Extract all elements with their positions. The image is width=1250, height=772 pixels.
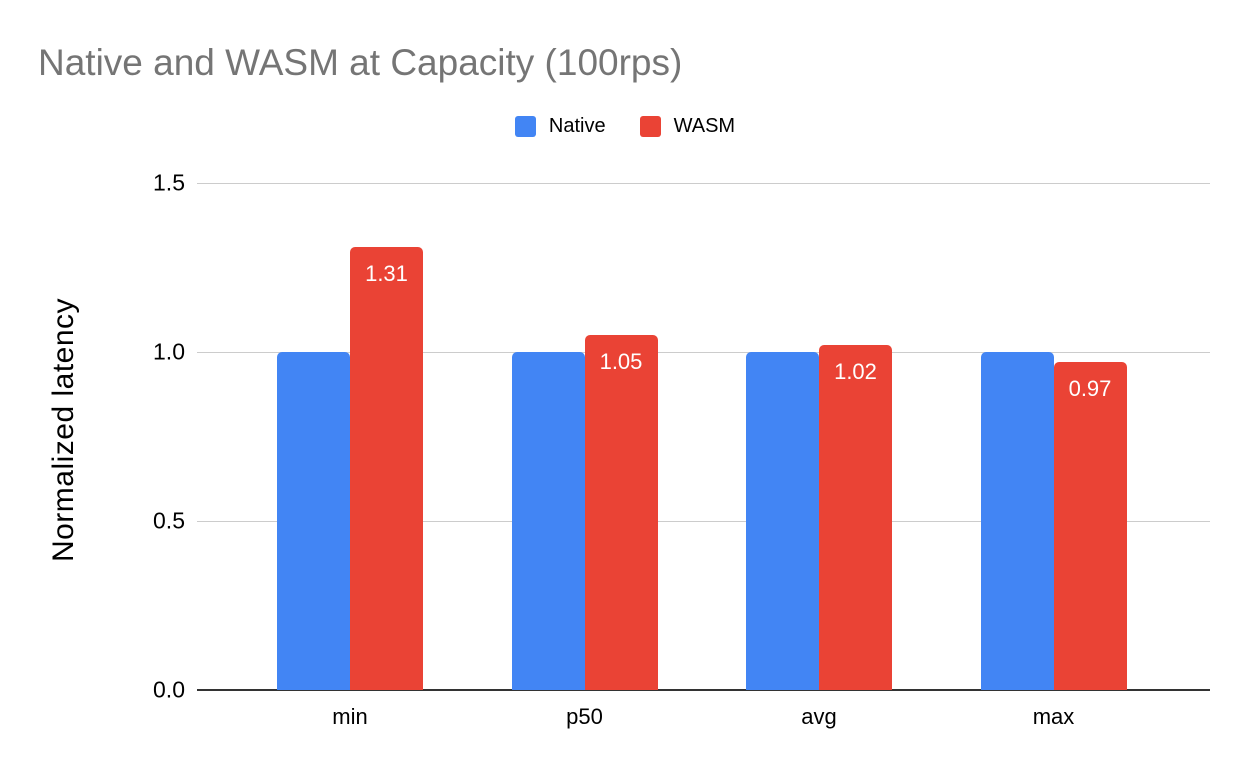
plot-area: 0.0 0.5 1.0 1.5 1.31 min 1.05 p50 1.02 avg 0.97 max [153, 170, 1210, 729]
x-tick-label-p50: p50 [566, 704, 603, 729]
bar-value-label: 1.05 [599, 349, 643, 375]
gridline-0.5 [197, 521, 1210, 522]
legend-item-wasm: WASM [639, 115, 736, 138]
y-tick-label: 1.0 [153, 338, 185, 365]
chart-title: Native and WASM at Capacity (100rps) [38, 42, 683, 83]
x-axis-line [197, 689, 1210, 691]
bar-wasm-min: 1.31 [350, 247, 423, 690]
bar-value-label: 0.97 [1068, 376, 1112, 402]
bar-native-min [277, 352, 350, 690]
bar-value-label: 1.31 [365, 261, 408, 287]
bar-wasm-p50: 1.05 [584, 335, 658, 690]
bar-native-max [980, 352, 1054, 690]
gridline-1.0 [197, 352, 1210, 353]
y-tick-label: 0.0 [153, 676, 185, 703]
bar-native-p50 [511, 352, 585, 690]
bar-native-avg [746, 352, 819, 690]
y-tick-label: 1.5 [153, 169, 185, 196]
legend-item-native: Native [514, 115, 606, 138]
bar-wasm-avg: 1.02 [819, 345, 892, 690]
legend-label: WASM [673, 115, 736, 137]
legend-swatch-native [514, 116, 536, 137]
y-axis-title: Normalized latency [47, 297, 80, 563]
x-tick-label-avg: avg [801, 704, 837, 729]
bar-wasm-max: 0.97 [1053, 362, 1127, 690]
x-tick-label-max: max [1032, 704, 1075, 729]
y-tick-label: 0.5 [153, 507, 185, 534]
legend: Native WASM [0, 115, 1250, 138]
x-tick-label-min: min [332, 704, 368, 729]
gridline-1.5 [197, 183, 1210, 184]
bar-value-label: 1.02 [834, 359, 877, 385]
legend-label: Native [548, 115, 606, 137]
legend-swatch-wasm [639, 116, 661, 137]
